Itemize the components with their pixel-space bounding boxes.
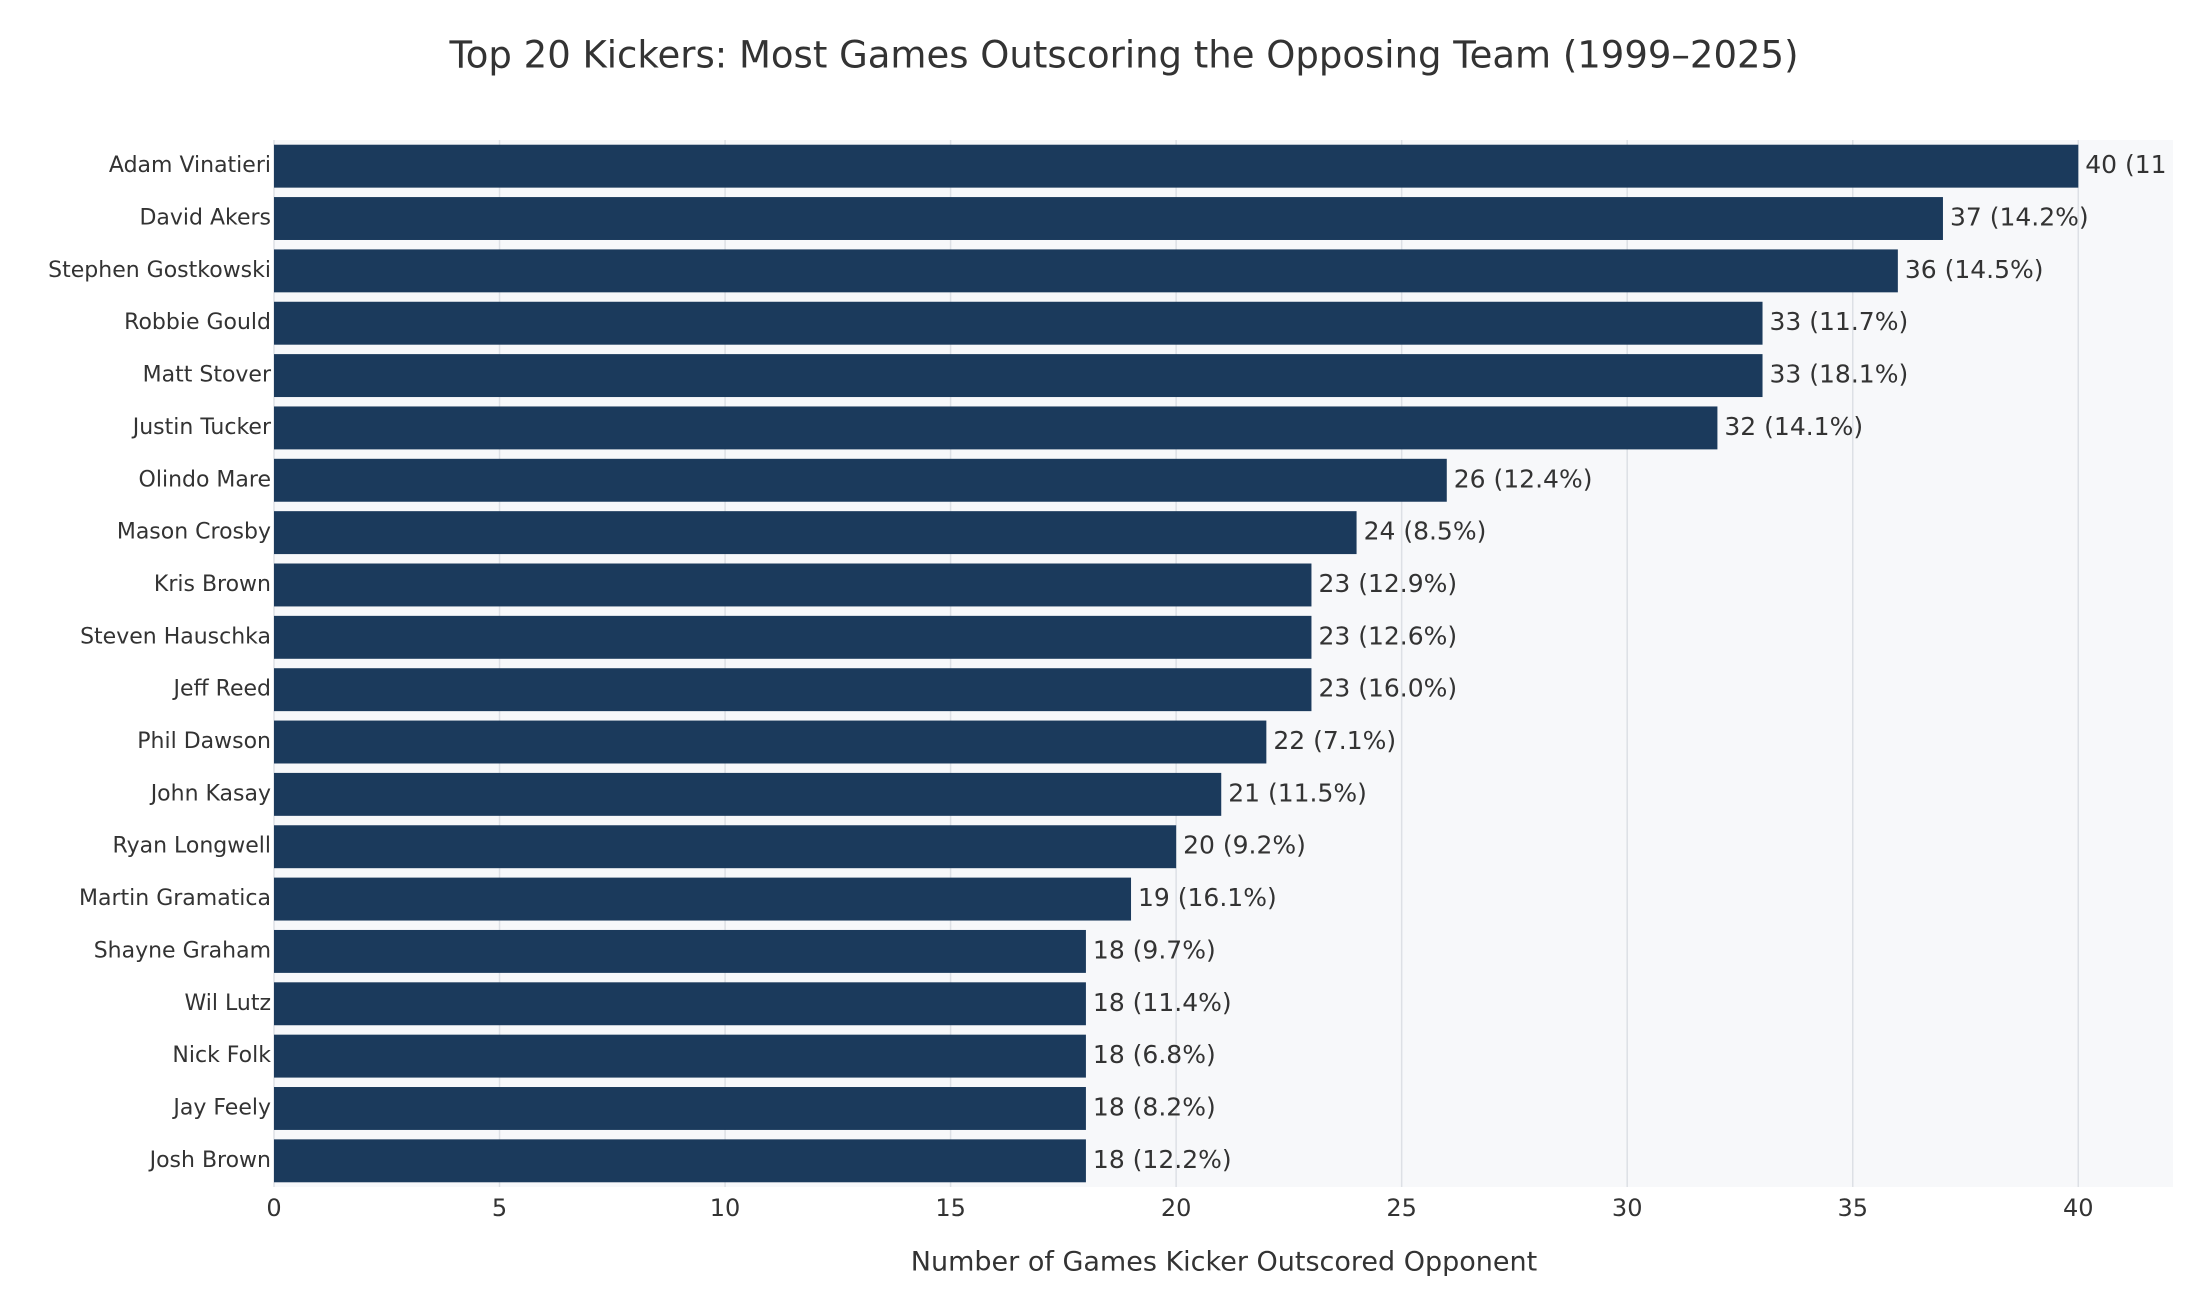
value-label: 18 (12.2%) [1093, 1145, 1232, 1174]
bar [274, 144, 2079, 188]
value-label: 36 (14.5%) [1905, 255, 2044, 284]
x-tick-label: 30 [1612, 1194, 1643, 1222]
bar [274, 825, 1177, 869]
x-tick-label: 40 [2063, 1194, 2094, 1222]
value-label: 18 (9.7%) [1093, 935, 1216, 964]
y-tick-label: Justin Tucker [131, 415, 272, 440]
value-label: 32 (14.1%) [1724, 412, 1863, 441]
bar [274, 615, 1312, 659]
x-tick-label: 5 [492, 1194, 507, 1222]
y-tick-label: Adam Vinatieri [109, 153, 271, 178]
bar [274, 458, 1447, 502]
bar [274, 563, 1312, 607]
bar [274, 301, 1763, 345]
value-label: 23 (16.0%) [1318, 674, 1457, 703]
x-tick-label: 15 [935, 1194, 966, 1222]
plot-area [274, 140, 2173, 1187]
value-label: 23 (12.6%) [1318, 621, 1457, 650]
y-tick-label: David Akers [139, 206, 271, 231]
value-label: 20 (9.2%) [1183, 831, 1306, 860]
bar [274, 668, 1312, 712]
bar [274, 1087, 1086, 1130]
y-tick-label: Ryan Longwell [112, 834, 271, 859]
y-tick-label: Martin Gramatica [79, 886, 271, 911]
y-tick-label: Matt Stover [143, 363, 272, 388]
value-label: 33 (18.1%) [1770, 360, 1909, 389]
bar [274, 197, 1943, 240]
y-tick-label: Stephen Gostkowski [48, 258, 271, 283]
value-label: 40 (11 [2085, 150, 2166, 179]
y-tick-label: Olindo Mare [139, 467, 271, 492]
value-label: 21 (11.5%) [1228, 778, 1367, 807]
bar [274, 720, 1267, 764]
bar [274, 772, 1222, 816]
bar [274, 1034, 1086, 1078]
y-tick-label: John Kasay [149, 781, 271, 806]
value-label: 22 (7.1%) [1273, 726, 1396, 755]
value-label: 18 (6.8%) [1093, 1040, 1216, 1069]
chart-title: Top 20 Kickers: Most Games Outscoring th… [448, 34, 1798, 77]
y-tick-label: Wil Lutz [185, 991, 271, 1016]
bar [274, 1139, 1086, 1183]
bar [274, 249, 1898, 293]
y-tick-label: Phil Dawson [137, 729, 271, 754]
value-label: 19 (16.1%) [1138, 883, 1277, 912]
value-label: 18 (8.2%) [1093, 1092, 1216, 1121]
value-label: 23 (12.9%) [1318, 569, 1457, 598]
bar [274, 982, 1086, 1026]
bar [274, 877, 1132, 921]
y-tick-label: Steven Hauschka [80, 624, 271, 649]
x-tick-label: 0 [266, 1194, 281, 1222]
value-label: 18 (11.4%) [1093, 988, 1232, 1017]
value-label: 24 (8.5%) [1364, 517, 1487, 546]
y-tick-label: Mason Crosby [117, 520, 271, 545]
x-tick-label: 25 [1386, 1194, 1417, 1222]
bar [274, 354, 1763, 398]
y-tick-label: Kris Brown [154, 572, 271, 597]
value-label: 26 (12.4%) [1454, 464, 1593, 493]
y-tick-label: Josh Brown [148, 1148, 271, 1173]
y-tick-label: Robbie Gould [124, 310, 271, 335]
value-label: 33 (11.7%) [1770, 307, 1909, 336]
x-tick-label: 20 [1161, 1194, 1192, 1222]
bar [274, 511, 1357, 555]
value-label: 37 (14.2%) [1950, 203, 2089, 232]
y-tick-label: Nick Folk [172, 1043, 271, 1068]
x-tick-label: 35 [1837, 1194, 1868, 1222]
bar [274, 406, 1718, 450]
bar [274, 929, 1086, 973]
x-tick-label: 10 [710, 1194, 741, 1222]
y-tick-label: Jeff Reed [171, 677, 271, 702]
x-axis-label: Number of Games Kicker Outscored Opponen… [911, 1247, 1537, 1278]
y-tick-label: Jay Feely [171, 1095, 271, 1120]
y-tick-label: Shayne Graham [94, 938, 271, 963]
